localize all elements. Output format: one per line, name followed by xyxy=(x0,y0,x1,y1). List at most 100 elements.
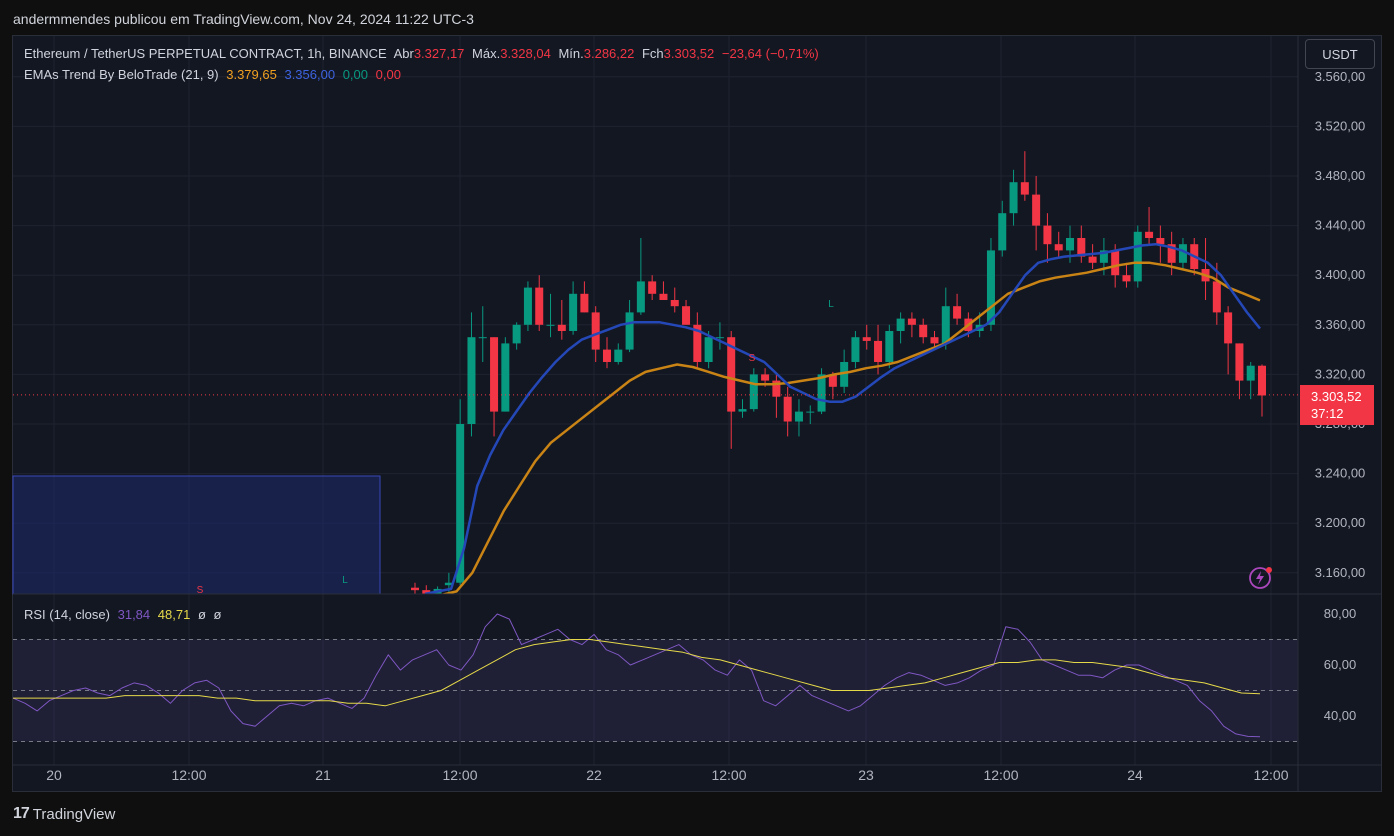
low-value: 3.286,22 xyxy=(583,46,635,61)
symbol-name: Ethereum / TetherUS PERPETUAL CONTRACT, … xyxy=(24,46,387,61)
low-label: Mín. xyxy=(558,46,584,61)
candle xyxy=(1009,169,1018,226)
candle xyxy=(1246,362,1255,400)
candle xyxy=(1145,207,1154,245)
x-tick-label: 12:00 xyxy=(983,767,1018,783)
candle xyxy=(1224,306,1233,375)
x-tick-label: 12:00 xyxy=(171,767,206,783)
symbol-legend[interactable]: Ethereum / TetherUS PERPETUAL CONTRACT, … xyxy=(24,46,823,61)
candle xyxy=(1122,262,1131,288)
bar-countdown: 37:12 xyxy=(1311,406,1344,421)
tradingview-logo-icon: 17 xyxy=(13,805,30,822)
candle xyxy=(422,585,431,594)
candle xyxy=(636,238,645,315)
candle xyxy=(523,281,532,331)
candle xyxy=(648,275,657,300)
candle xyxy=(998,200,1007,257)
rsi-ma-line xyxy=(13,639,1261,707)
rsi-line xyxy=(12,613,1261,738)
candle xyxy=(919,318,928,344)
signal-buy-value: 0,00 xyxy=(342,67,369,82)
ema-fast-value: 3.356,00 xyxy=(284,67,336,82)
zone-box xyxy=(12,475,381,595)
candle xyxy=(794,399,803,437)
footer-brand[interactable]: 17 TradingView xyxy=(13,805,115,823)
candle xyxy=(1088,244,1097,269)
candle xyxy=(512,322,521,350)
candle xyxy=(840,349,849,393)
rsi-name: RSI (14, close) xyxy=(24,607,110,622)
rsi-value: 31,84 xyxy=(117,607,151,622)
candles xyxy=(411,151,1266,594)
candle xyxy=(738,399,747,418)
x-tick-label: 12:00 xyxy=(1253,767,1288,783)
ema-fast-line xyxy=(424,242,1261,594)
y-tick-label: 3.480,00 xyxy=(1315,168,1366,183)
candle xyxy=(1212,262,1221,325)
candle xyxy=(953,293,962,325)
candle xyxy=(1043,213,1052,263)
close-label: Fch xyxy=(641,46,664,61)
candle xyxy=(602,337,611,369)
x-tick-label: 12:00 xyxy=(711,767,746,783)
open-value: 3.327,17 xyxy=(413,46,465,61)
candle xyxy=(535,275,544,331)
x-tick-label: 21 xyxy=(315,767,331,783)
candle xyxy=(828,371,837,400)
candle xyxy=(659,281,668,300)
candle xyxy=(580,281,589,313)
candle xyxy=(682,300,691,325)
candle xyxy=(907,312,916,338)
candle xyxy=(1258,364,1266,417)
rsi-ma-value: 48,71 xyxy=(157,607,191,622)
signal-label-s: S xyxy=(197,585,204,596)
candle xyxy=(693,312,702,369)
x-tick-label: 12:00 xyxy=(442,767,477,783)
candle xyxy=(749,368,758,412)
candle xyxy=(614,343,623,365)
high-value: 3.328,04 xyxy=(500,46,551,61)
signal-label-s: S xyxy=(749,353,756,364)
candle xyxy=(1054,231,1063,257)
rsi-legend[interactable]: RSI (14, close) 31,84 48,71 ø ø xyxy=(24,607,225,622)
candle xyxy=(941,287,950,350)
lightning-icon[interactable] xyxy=(1248,565,1274,591)
candle xyxy=(817,368,826,415)
rsi-background xyxy=(13,639,1298,742)
rsi-y-tick-label: 40,00 xyxy=(1324,708,1357,723)
currency-button[interactable]: USDT xyxy=(1305,39,1375,69)
candle xyxy=(986,238,995,331)
ema-lines xyxy=(424,242,1261,594)
candle xyxy=(862,324,871,350)
brand-name: TradingView xyxy=(32,805,116,823)
candle xyxy=(783,386,792,437)
candle xyxy=(456,399,465,586)
chart-frame[interactable] xyxy=(12,35,1382,792)
ema-slow-value: 3.379,65 xyxy=(226,67,277,82)
indicator-legend[interactable]: EMAs Trend By BeloTrade (21, 9) 3.379,65… xyxy=(24,67,405,82)
axes: 3.160,003.200,003.240,003.280,003.320,00… xyxy=(13,36,1381,792)
candle xyxy=(1201,238,1210,300)
x-tick-label: 23 xyxy=(858,767,874,783)
candle xyxy=(1077,225,1086,263)
candle xyxy=(806,405,815,424)
candle xyxy=(1032,176,1041,251)
candle xyxy=(670,287,679,313)
y-tick-label: 3.240,00 xyxy=(1315,466,1366,481)
candle xyxy=(467,312,476,437)
rsi-y-tick-label: 80,00 xyxy=(1324,606,1357,621)
rsi-lines xyxy=(12,613,1261,738)
candle xyxy=(772,374,781,418)
candle xyxy=(1133,225,1142,288)
candle xyxy=(501,337,510,412)
signal-sell-value: 0,00 xyxy=(375,67,401,82)
x-tick-label: 20 xyxy=(46,767,62,783)
last-price-tag: 3.303,52 37:12 xyxy=(1300,385,1374,425)
rsi-extra-1: ø xyxy=(197,607,206,622)
y-tick-label: 3.560,00 xyxy=(1315,69,1366,84)
change-value: −23,64 (−0,71%) xyxy=(721,46,819,61)
candle xyxy=(625,300,634,353)
candle xyxy=(557,300,566,340)
y-tick-label: 3.200,00 xyxy=(1315,515,1366,530)
